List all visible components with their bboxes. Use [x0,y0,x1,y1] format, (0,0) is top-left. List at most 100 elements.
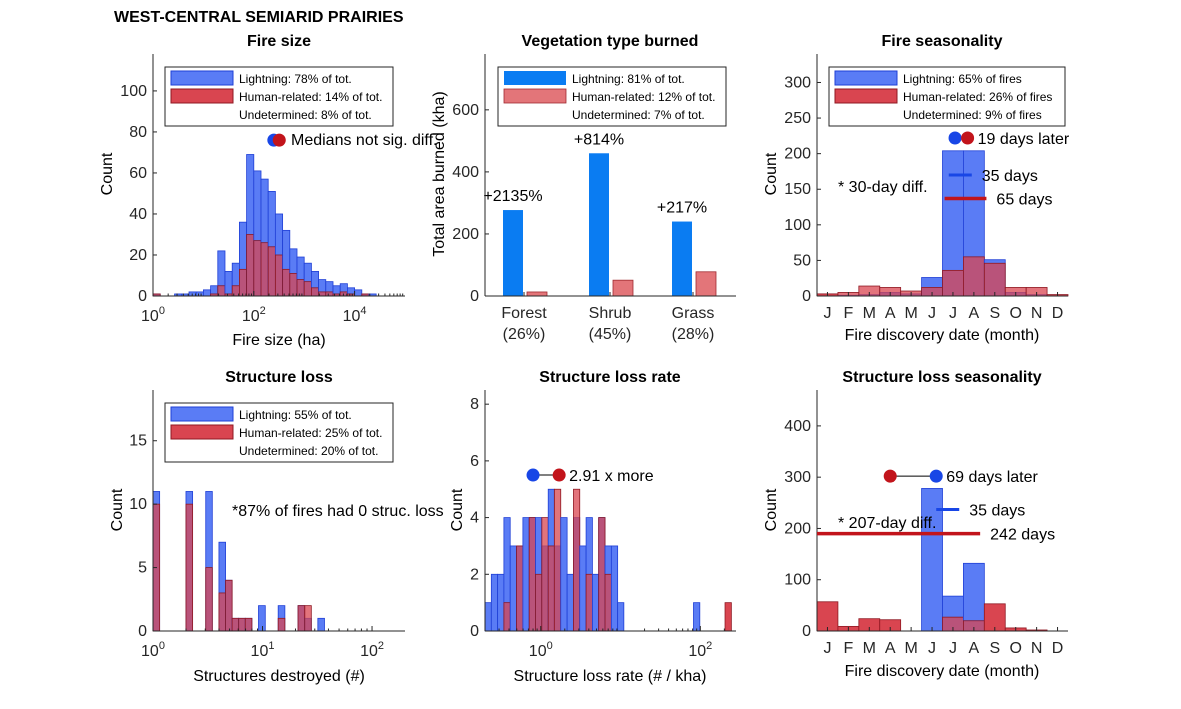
median-label: 2.91 x more [569,468,654,485]
human-bar [503,602,511,632]
x-tick-label: 104 [343,305,367,325]
y-tick-label: 0 [470,623,479,640]
human-bar [516,545,524,632]
legend-swatch-lightning [834,70,898,86]
y-tick-label: 4 [470,510,479,527]
y-tick-label: 0 [802,288,811,305]
human-bar [244,617,253,632]
x-tick-label: A [885,305,896,322]
x-tick-label: J [823,640,831,657]
human-bar [553,488,562,632]
y-tick-label: 2 [470,566,479,583]
x-tick-label: 100 [529,640,553,660]
y-tick-label: 0 [802,623,811,640]
x-tick-label: 102 [360,640,384,660]
human-bar [612,279,634,297]
y-tick-label: 300 [784,74,811,91]
category-label: Grass [672,305,715,322]
legend-swatch-lightning [504,71,566,85]
human-median-dot [272,133,286,147]
x-tick-label: O [1009,640,1021,657]
lightning-bar [497,573,505,632]
legend-label-undetermined: Undetermined: 7% of tot. [572,108,705,122]
lightning-bar [503,210,523,296]
vegetation-panel: Vegetation type burned +2135% Forest (26%)… [431,33,736,343]
human-bar [573,488,581,632]
x-tick-label: 102 [688,640,712,660]
lightning-spread-label: 35 days [969,502,1025,519]
human-bar [282,268,291,297]
category-share-label: (28%) [672,326,715,343]
human-bar [297,605,306,632]
lightning-bar [672,221,692,296]
x-tick-label: J [823,305,831,322]
fire-size-xlabel: Fire size (ha) [232,332,325,349]
y-tick-label: 5 [138,560,147,577]
x-tick-label: 100 [141,305,165,325]
y-tick-label: 50 [793,252,811,269]
structure-loss-seasonality-panel: Structure loss seasonality 0 100 200 300 400… [763,369,1068,680]
fire-size-panel: Fire size 0 20 40 60 80 100 100 102 104 Fire siz… [99,33,437,349]
lightning-bar [566,573,574,632]
structure-loss-title: Structure loss [225,369,333,386]
y-tick-label: 6 [470,453,479,470]
y-tick-label: 60 [129,165,147,182]
structure-loss-rate-panel: Structure loss rate 0 2 4 6 8 100 102 2.91 x mo… [449,369,736,685]
human-bar [598,517,606,632]
lightning-bar [354,289,363,297]
human-bar [238,617,246,632]
structure-loss-note: *87% of fires had 0 struc. loss [232,503,444,520]
human-spread-label: 65 days [996,191,1052,208]
x-tick-label: A [885,640,896,657]
legend-label-human: Human-related: 25% of tot. [239,426,382,440]
bar-increase-label: +217% [657,200,707,217]
x-tick-label: J [928,305,936,322]
human-bar [325,291,334,297]
lightning-bar [202,289,212,297]
lightning-bar [317,617,325,632]
x-tick-label: A [969,640,980,657]
human-bar [983,603,1006,632]
y-tick-label: 100 [784,217,811,234]
lightning-bar [560,517,568,632]
seasonality-legend: Lightning: 65% of fires Human-related: 2… [828,66,1066,127]
x-tick-label: F [843,305,853,322]
y-tick-label: 0 [138,623,147,640]
human-bar [547,545,555,632]
lightning-spread-label: 35 days [982,168,1038,185]
lightning-bar [592,573,600,632]
legend-label-lightning: Lightning: 65% of fires [903,72,1022,86]
y-tick-label: 200 [784,146,811,163]
vegetation-plot: +2135% Forest (26%) +814% Shrub (45%) +217% Gra… [452,54,736,343]
y-tick-label: 15 [129,433,147,450]
x-tick-label: S [989,640,1000,657]
structure-loss-seasonality-ylabel: Count [763,488,780,531]
human-bar [541,517,549,632]
human-bar [604,573,612,632]
x-tick-label: N [1031,640,1043,657]
median-label: 19 days later [978,131,1070,148]
y-tick-label: 100 [784,572,811,589]
x-tick-label: 100 [141,640,165,660]
legend-swatch-human [170,424,234,440]
lightning-bar [224,270,233,297]
human-bar [277,617,286,632]
human-bar [311,287,319,297]
category-label: Shrub [589,305,632,322]
vegetation-ylabel: Total area burned (kha) [431,91,448,256]
vegetation-title: Vegetation type burned [522,33,699,50]
human-bar [983,262,1006,297]
x-tick-label: D [1052,305,1064,322]
human-bar [296,279,305,297]
legend-label-lightning: Lightning: 55% of tot. [239,408,352,422]
human-bar [225,579,233,632]
x-tick-label: F [843,640,853,657]
human-median-dot [883,469,897,483]
y-tick-label: 300 [784,469,811,486]
legend-label-undetermined: Undetermined: 20% of tot. [239,444,378,458]
lightning-bar [484,602,492,632]
seasonality-title: Fire seasonality [882,33,1003,50]
vegetation-legend: Lightning: 81% of tot. Human-related: 12… [497,66,727,127]
